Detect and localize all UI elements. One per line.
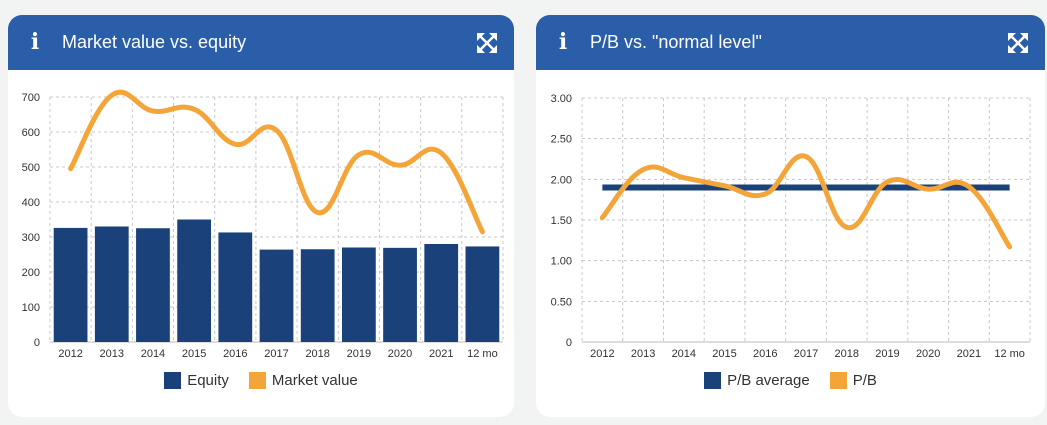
card-header: i P/B vs. "normal level": [536, 15, 1045, 70]
legend-item-pb[interactable]: P/B: [829, 372, 877, 389]
x-tick-label: 2021: [429, 348, 453, 360]
bar-2014[interactable]: [136, 228, 170, 342]
y-tick-label: 100: [22, 302, 40, 314]
x-tick-label: 2016: [223, 348, 247, 360]
y-tick-label: 2.00: [551, 174, 572, 186]
y-tick-label: 0: [34, 337, 40, 349]
y-tick-label: 0: [566, 337, 572, 349]
chart-plot: 0 100 200 300 400 500 600 700 2012 2013 2014 2015 20…: [22, 89, 504, 360]
x-tick-label: 12 mo: [994, 348, 1025, 360]
x-tick-label: 2015: [712, 348, 736, 360]
bar-2020[interactable]: [383, 247, 417, 342]
legend-swatch: [164, 372, 182, 389]
x-tick-label: 2015: [182, 348, 206, 360]
bar-2017[interactable]: [259, 249, 294, 342]
x-tick-label: 12 mo: [467, 348, 498, 360]
bar-2016[interactable]: [218, 232, 253, 342]
chart-plot: 0 0.50 1.00 1.50 2.00 2.50 3.00 2012 2013 2014 201…: [551, 93, 1031, 360]
x-tick-label: 2020: [916, 348, 940, 360]
x-tick-label: 2019: [347, 348, 371, 360]
x-tick-label: 2016: [753, 348, 777, 360]
bar-12-mo[interactable]: [465, 246, 500, 342]
y-tick-label: 1.50: [551, 215, 572, 227]
legend: P/B average P/B: [536, 372, 1045, 389]
chart-card-market-value: i Market value vs. equity 0 100 200 300 400 5…: [8, 15, 514, 417]
x-tick-label: 2012: [58, 348, 82, 360]
y-tick-label: 3.00: [551, 93, 572, 105]
legend-label: P/B average: [727, 372, 810, 389]
y-tick-label: 400: [22, 197, 40, 209]
bar-2021[interactable]: [424, 244, 459, 342]
x-tick-label: 2012: [590, 348, 614, 360]
chart-card-pb: i P/B vs. "normal level" 0 0.50 1.00 1.50 2.…: [536, 15, 1045, 417]
x-tick-label: 2018: [305, 348, 329, 360]
x-tick-label: 2013: [100, 348, 124, 360]
y-tick-label: 600: [22, 127, 40, 139]
legend-swatch: [704, 372, 722, 389]
card-header: i Market value vs. equity: [8, 15, 514, 70]
x-tick-label: 2017: [264, 348, 288, 360]
bar-2015[interactable]: [177, 219, 212, 343]
y-tick-label: 200: [22, 267, 40, 279]
legend-swatch: [248, 372, 266, 389]
y-tick-label: 500: [22, 162, 40, 174]
x-tick-label: 2014: [672, 348, 696, 360]
legend-label: Equity: [187, 372, 229, 389]
x-tick-label: 2017: [794, 348, 818, 360]
bar-2019[interactable]: [341, 247, 376, 343]
y-tick-label: 300: [22, 232, 40, 244]
info-icon[interactable]: i: [558, 29, 568, 55]
expand-icon[interactable]: [1007, 32, 1029, 54]
bar-2013[interactable]: [94, 226, 129, 343]
x-tick-label: 2021: [957, 348, 981, 360]
legend-swatch: [829, 372, 847, 389]
chart-title: Market value vs. equity: [62, 32, 247, 52]
chart-title: P/B vs. "normal level": [590, 32, 762, 52]
x-tick-label: 2018: [834, 348, 858, 360]
legend-item-pb-average[interactable]: P/B average: [704, 372, 810, 389]
x-tick-label: 2020: [388, 348, 412, 360]
y-tick-label: 0.50: [551, 296, 572, 308]
legend: Equity Market value: [8, 372, 514, 389]
expand-icon[interactable]: [476, 32, 498, 54]
x-tick-label: 2019: [875, 348, 899, 360]
info-icon[interactable]: i: [30, 29, 40, 55]
legend-item-market-value[interactable]: Market value: [248, 372, 358, 389]
series-line-p-b[interactable]: [599, 153, 1013, 250]
bar-2018[interactable]: [300, 249, 335, 342]
legend-item-equity[interactable]: Equity: [164, 372, 229, 389]
y-tick-label: 700: [22, 92, 40, 104]
bar-2012[interactable]: [53, 227, 88, 342]
series-line-market-value[interactable]: [68, 89, 485, 235]
y-tick-label: 1.00: [551, 256, 572, 268]
y-tick-label: 2.50: [551, 134, 572, 146]
x-tick-label: 2013: [631, 348, 655, 360]
x-tick-label: 2014: [141, 348, 165, 360]
legend-label: Market value: [271, 372, 358, 389]
legend-label: P/B: [852, 372, 877, 389]
